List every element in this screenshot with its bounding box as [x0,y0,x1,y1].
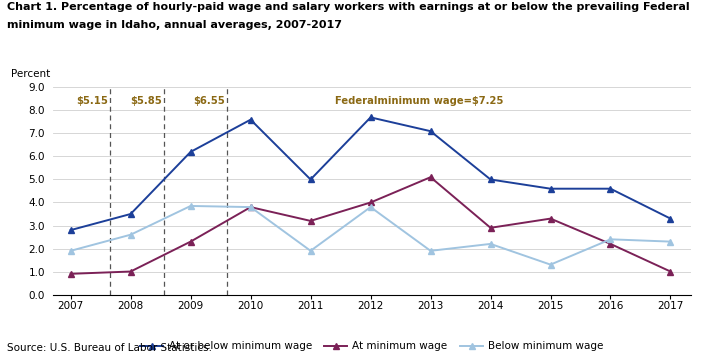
Text: Source: U.S. Bureau of Labor Statistics.: Source: U.S. Bureau of Labor Statistics. [7,343,212,353]
Text: $6.55: $6.55 [194,96,225,106]
Text: $5.15: $5.15 [77,96,109,106]
Text: $5.85: $5.85 [131,96,162,106]
Text: Federalminimum wage=$7.25: Federalminimum wage=$7.25 [335,96,503,106]
Text: Percent: Percent [11,69,51,79]
Legend: At or below minimum wage, At minimum wage, Below minimum wage: At or below minimum wage, At minimum wag… [136,337,608,355]
Text: minimum wage in Idaho, annual averages, 2007-2017: minimum wage in Idaho, annual averages, … [7,20,342,30]
Text: Chart 1. Percentage of hourly-paid wage and salary workers with earnings at or b: Chart 1. Percentage of hourly-paid wage … [7,2,689,12]
